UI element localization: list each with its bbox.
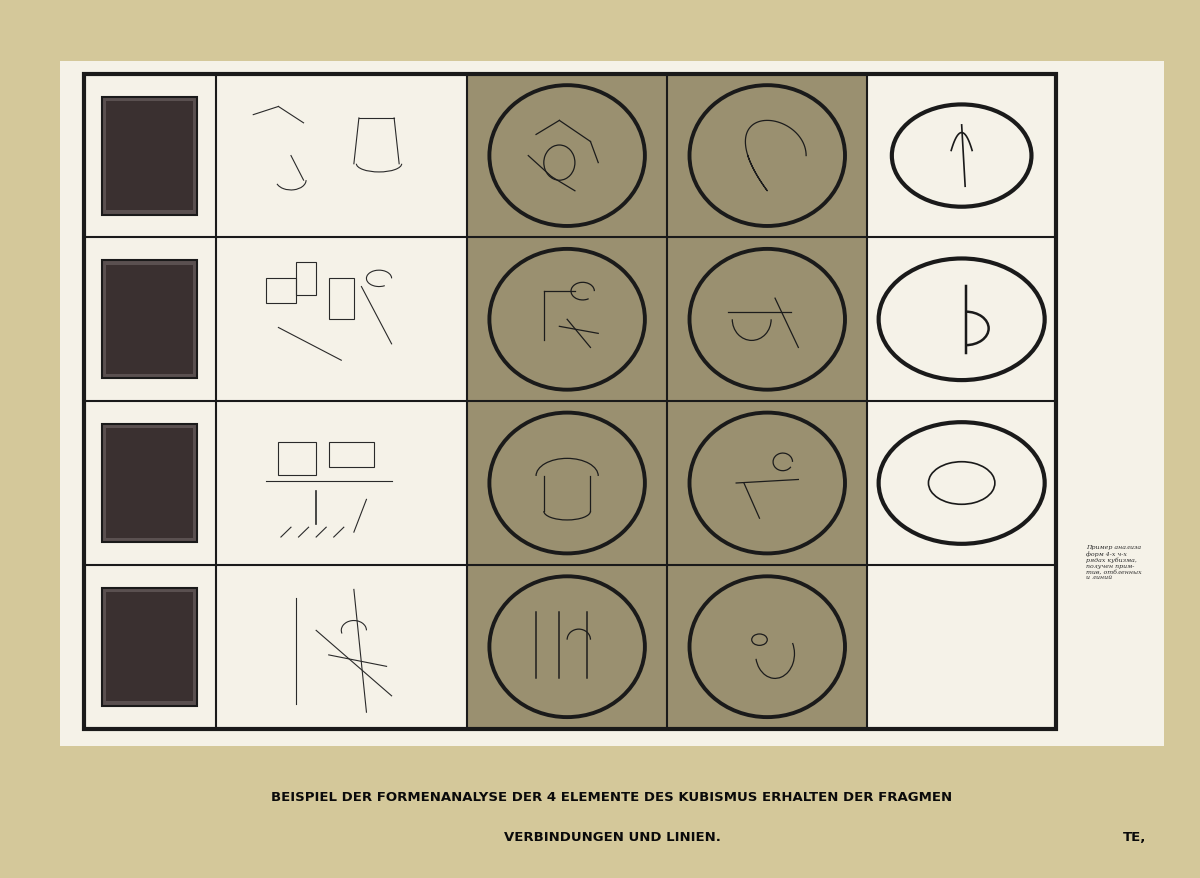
Bar xyxy=(467,238,667,402)
Bar xyxy=(102,425,197,543)
Bar xyxy=(278,443,316,475)
Text: Пример анализа
форм 4-х ч-х
рядах кубизма,
получен прим-
тив, отбленных
и линий: Пример анализа форм 4-х ч-х рядах кубизм… xyxy=(1086,544,1141,579)
Bar xyxy=(329,279,354,320)
Bar xyxy=(102,588,197,706)
Bar xyxy=(106,102,193,211)
Bar xyxy=(296,263,316,295)
Text: BEISPIEL DER FORMENANALYSE DER 4 ELEMENTE DES KUBISMUS ERHALTEN DER FRAGMEN: BEISPIEL DER FORMENANALYSE DER 4 ELEMENT… xyxy=(271,790,953,803)
Bar xyxy=(329,443,374,467)
Text: TE,: TE, xyxy=(1123,830,1146,843)
Bar xyxy=(102,97,197,215)
Bar xyxy=(667,565,868,729)
Bar xyxy=(106,265,193,374)
Bar xyxy=(467,75,667,238)
Bar xyxy=(102,261,197,378)
Text: VERBINDUNGEN UND LINIEN.: VERBINDUNGEN UND LINIEN. xyxy=(504,830,720,843)
Bar xyxy=(467,402,667,565)
Bar xyxy=(106,429,193,538)
Bar xyxy=(266,279,296,304)
FancyBboxPatch shape xyxy=(60,61,1164,746)
Bar xyxy=(667,238,868,402)
Bar xyxy=(667,75,868,238)
Bar xyxy=(467,565,667,729)
Bar xyxy=(106,593,193,702)
Bar xyxy=(667,402,868,565)
Bar xyxy=(84,75,1056,729)
